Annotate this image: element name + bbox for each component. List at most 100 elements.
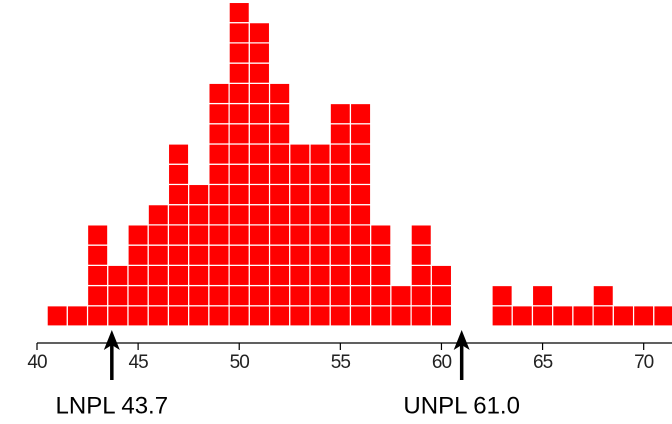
square — [248, 183, 271, 206]
square — [248, 42, 271, 64]
square — [208, 183, 230, 206]
square — [430, 264, 453, 287]
limit-label: UNPL 61.0 — [403, 392, 520, 419]
column — [208, 82, 230, 327]
square — [349, 264, 372, 287]
square — [309, 183, 331, 206]
square — [167, 204, 190, 226]
square — [268, 163, 291, 186]
column — [188, 183, 210, 327]
square — [188, 305, 210, 327]
square — [228, 284, 250, 307]
square — [167, 264, 190, 287]
square — [309, 244, 331, 266]
square — [552, 305, 574, 327]
square — [107, 264, 129, 287]
square — [491, 284, 513, 307]
x-tick-label: 45 — [129, 352, 149, 373]
square — [147, 305, 170, 327]
square — [228, 244, 250, 266]
square — [329, 183, 352, 206]
square — [208, 82, 230, 105]
square — [228, 204, 250, 226]
square — [188, 244, 210, 266]
square — [268, 102, 291, 125]
square — [268, 305, 291, 327]
column — [107, 264, 129, 327]
square — [410, 244, 432, 266]
square — [572, 305, 594, 327]
square — [653, 305, 672, 327]
column — [147, 204, 170, 327]
square — [228, 305, 250, 327]
square — [208, 102, 230, 125]
square — [228, 123, 250, 145]
square — [248, 305, 271, 327]
square — [188, 183, 210, 206]
column — [329, 102, 352, 327]
square — [289, 143, 311, 165]
square — [592, 284, 614, 307]
square — [188, 204, 210, 226]
square — [511, 305, 534, 327]
square — [248, 82, 271, 105]
square — [208, 284, 230, 307]
square — [167, 224, 190, 246]
square — [167, 284, 190, 307]
square — [208, 224, 230, 246]
column — [592, 284, 614, 327]
square — [309, 143, 331, 165]
square — [188, 284, 210, 307]
square — [248, 123, 271, 145]
square — [147, 284, 170, 307]
square — [268, 183, 291, 206]
square — [531, 284, 554, 307]
square — [86, 264, 109, 287]
square — [167, 183, 190, 206]
square — [127, 305, 149, 327]
square — [329, 284, 352, 307]
square — [349, 204, 372, 226]
square — [592, 305, 614, 327]
square — [329, 123, 352, 145]
column — [370, 224, 392, 327]
square — [248, 22, 271, 44]
square — [632, 305, 655, 327]
x-tick-label: 60 — [432, 352, 452, 373]
column — [632, 305, 655, 327]
square — [248, 264, 271, 287]
square — [289, 264, 311, 287]
column — [430, 264, 453, 327]
square — [248, 163, 271, 186]
column — [248, 22, 271, 327]
square — [86, 244, 109, 266]
square — [268, 264, 291, 287]
x-tick-label: 40 — [27, 352, 47, 373]
square — [268, 123, 291, 145]
square — [289, 163, 311, 186]
x-tick-label: 50 — [230, 352, 250, 373]
column — [66, 305, 89, 327]
column — [268, 82, 291, 327]
square — [268, 143, 291, 165]
column — [86, 224, 109, 327]
square — [228, 102, 250, 125]
square — [228, 22, 250, 44]
square — [309, 305, 331, 327]
square — [208, 143, 230, 165]
column — [491, 284, 513, 327]
square — [188, 264, 210, 287]
square — [228, 143, 250, 165]
square — [248, 284, 271, 307]
square — [410, 224, 432, 246]
column — [228, 1, 250, 327]
limit-arrow-head — [103, 330, 120, 350]
square — [248, 244, 271, 266]
square — [228, 1, 250, 24]
square — [390, 305, 412, 327]
column — [572, 305, 594, 327]
square — [208, 204, 230, 226]
column — [46, 305, 68, 327]
column — [531, 284, 554, 327]
